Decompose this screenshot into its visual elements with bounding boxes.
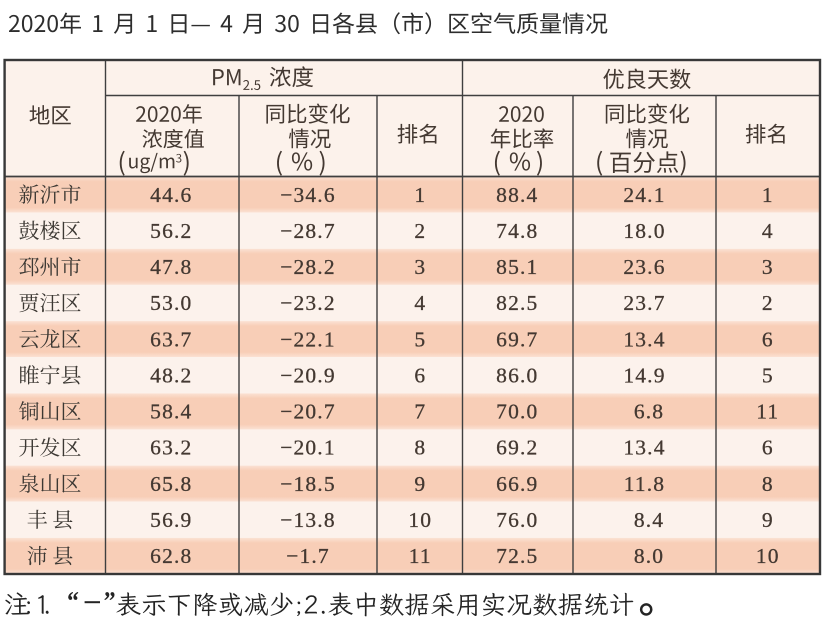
svg-text:10: 10: [756, 544, 780, 568]
svg-text:23.6: 23.6: [623, 255, 665, 279]
svg-text:11.8: 11.8: [624, 472, 665, 496]
svg-text:2: 2: [414, 219, 426, 243]
svg-text:−13.8: −13.8: [280, 508, 336, 532]
svg-text:−22.1: −22.1: [280, 327, 336, 351]
svg-text:85.1: 85.1: [496, 255, 538, 279]
svg-text:18.0: 18.0: [623, 219, 665, 243]
svg-text:56.9: 56.9: [150, 508, 192, 532]
svg-text:47.8: 47.8: [150, 255, 192, 279]
svg-text:82.5: 82.5: [496, 291, 538, 315]
svg-text:8.0: 8.0: [634, 544, 664, 568]
svg-text:−20.1: −20.1: [280, 436, 336, 460]
svg-text:5: 5: [414, 327, 426, 351]
svg-text:23.7: 23.7: [623, 291, 665, 315]
svg-text:11: 11: [409, 544, 432, 568]
svg-text:9: 9: [762, 508, 774, 532]
svg-text:63.7: 63.7: [150, 327, 192, 351]
svg-text:14.9: 14.9: [623, 363, 665, 387]
svg-text:70.0: 70.0: [496, 400, 538, 424]
svg-text:48.2: 48.2: [150, 363, 192, 387]
svg-text:88.4: 88.4: [496, 183, 538, 207]
svg-text:44.6: 44.6: [150, 183, 192, 207]
svg-text:13.4: 13.4: [623, 436, 665, 460]
svg-text:−23.2: −23.2: [280, 291, 336, 315]
svg-text:1: 1: [762, 183, 774, 207]
svg-text:24.1: 24.1: [623, 183, 665, 207]
svg-text:69.7: 69.7: [496, 327, 538, 351]
svg-text:66.9: 66.9: [496, 472, 538, 496]
svg-text:8: 8: [414, 436, 426, 460]
svg-text:−28.7: −28.7: [280, 219, 336, 243]
svg-text:2: 2: [762, 291, 774, 315]
svg-text:5: 5: [762, 363, 774, 387]
svg-text:63.2: 63.2: [150, 436, 192, 460]
svg-text:69.2: 69.2: [496, 436, 538, 460]
svg-text:6: 6: [762, 436, 774, 460]
svg-text:4: 4: [762, 219, 774, 243]
svg-text:6: 6: [414, 363, 426, 387]
svg-text:−28.2: −28.2: [280, 255, 336, 279]
svg-text:53.0: 53.0: [150, 291, 192, 315]
svg-text:1: 1: [414, 183, 426, 207]
svg-text:6: 6: [762, 327, 774, 351]
svg-text:7: 7: [414, 400, 426, 424]
svg-text:−1.7: −1.7: [286, 544, 330, 568]
svg-text:65.8: 65.8: [150, 472, 192, 496]
svg-text:74.8: 74.8: [496, 219, 538, 243]
svg-text:6.8: 6.8: [634, 400, 664, 424]
svg-text:56.2: 56.2: [150, 219, 192, 243]
svg-text:4: 4: [414, 291, 426, 315]
svg-text:72.5: 72.5: [496, 544, 538, 568]
svg-text:13.4: 13.4: [623, 327, 665, 351]
svg-text:11: 11: [756, 400, 779, 424]
svg-text:76.0: 76.0: [496, 508, 538, 532]
svg-text:8.4: 8.4: [634, 508, 664, 532]
svg-text:−20.9: −20.9: [280, 363, 336, 387]
svg-text:3: 3: [414, 255, 426, 279]
svg-text:8: 8: [762, 472, 774, 496]
svg-text:62.8: 62.8: [150, 544, 192, 568]
svg-text:−20.7: −20.7: [280, 400, 336, 424]
svg-text:9: 9: [414, 472, 426, 496]
svg-text:58.4: 58.4: [150, 400, 192, 424]
svg-text:−18.5: −18.5: [280, 472, 336, 496]
svg-text:−34.6: −34.6: [280, 183, 336, 207]
svg-text:3: 3: [762, 255, 774, 279]
svg-text:10: 10: [408, 508, 432, 532]
svg-text:86.0: 86.0: [496, 363, 538, 387]
